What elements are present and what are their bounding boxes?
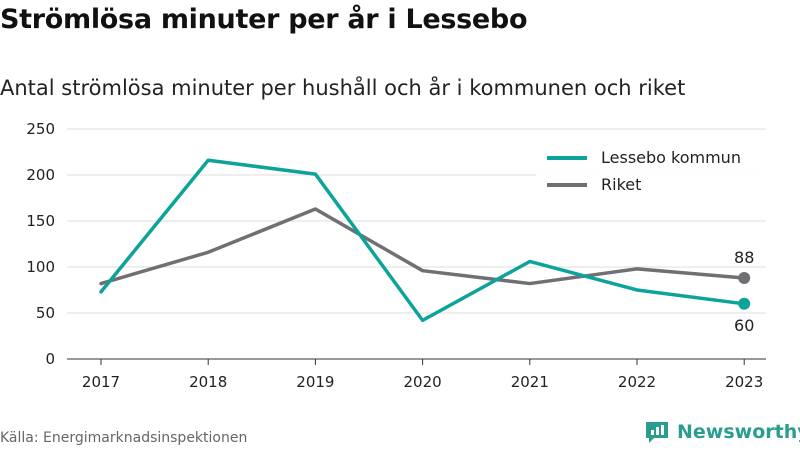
x-tick-label: 2021 — [511, 373, 549, 391]
x-tick-label: 2019 — [296, 373, 334, 391]
y-tick-label: 100 — [26, 258, 55, 276]
newsworthy-logo: Newsworthy — [644, 419, 800, 445]
x-tick-label: 2018 — [189, 373, 227, 391]
y-tick-label: 0 — [45, 350, 55, 368]
y-tick-label: 150 — [26, 212, 55, 230]
legend-label-lessebo-kommun: Lessebo kommun — [601, 148, 741, 167]
end-point-lessebo-kommun — [738, 297, 751, 310]
chart-title: Strömlösa minuter per år i Lessebo — [0, 4, 528, 35]
end-value-label-lessebo-kommun: 60 — [734, 316, 754, 335]
legend-label-riket: Riket — [601, 175, 641, 194]
source-note: Källa: Energimarknadsinspektionen — [0, 430, 248, 446]
brand-name: Newsworthy — [677, 421, 800, 443]
end-point-riket — [738, 272, 751, 285]
legend-box — [536, 141, 766, 203]
series-line-riket — [99, 207, 746, 286]
x-tick-label: 2023 — [725, 373, 763, 391]
y-tick-label: 200 — [26, 166, 55, 184]
y-tick-label: 50 — [36, 304, 55, 322]
end-value-label-riket: 88 — [734, 248, 754, 267]
newsworthy-logo-icon — [646, 422, 668, 443]
x-tick-label: 2020 — [404, 373, 442, 391]
chart-subtitle: Antal strömlösa minuter per hushåll och … — [0, 76, 686, 100]
series-line-lessebo-kommun — [99, 158, 746, 323]
x-tick-label: 2022 — [618, 373, 656, 391]
y-tick-label: 250 — [26, 120, 55, 138]
x-tick-label: 2017 — [82, 373, 120, 391]
